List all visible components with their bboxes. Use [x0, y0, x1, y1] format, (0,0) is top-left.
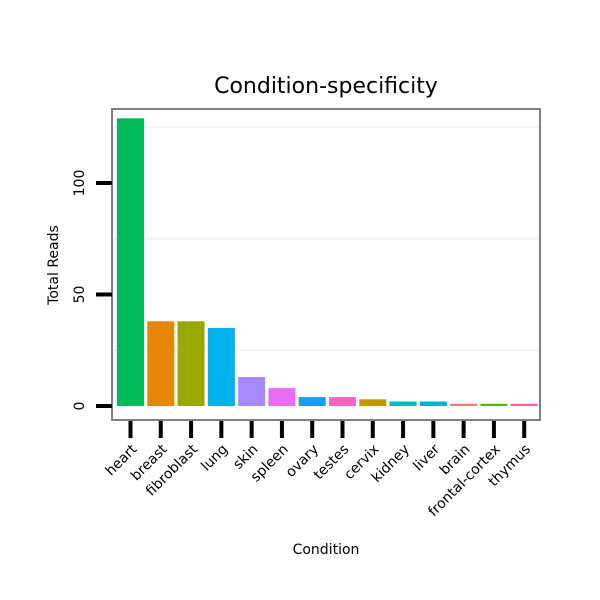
plot-panel [111, 108, 541, 421]
bar-fibroblast [177, 321, 205, 406]
bar-kidney [389, 401, 417, 406]
bar-testes [329, 397, 356, 406]
y-axis: 0 50 100 [72, 170, 112, 411]
bar-thymus [510, 403, 538, 406]
y-tick-label-0: 0 [72, 402, 88, 411]
bar-ovary [298, 397, 326, 406]
bar-skin [238, 377, 266, 406]
bar-liver [419, 401, 447, 406]
bar-breast [147, 321, 175, 406]
bar-brain [450, 403, 478, 406]
bar-lung [207, 327, 235, 406]
bar-cervix [359, 399, 387, 406]
y-axis-label: Total Reads [46, 225, 62, 306]
bar-heart [117, 118, 144, 406]
x-tick-label-lung: lung [198, 442, 231, 475]
bar-spleen [268, 388, 296, 406]
bar-frontal-cortex [480, 403, 508, 406]
chart-title: Condition-specificity [214, 74, 438, 99]
y-tick-label-100: 100 [72, 170, 88, 197]
bars [117, 118, 538, 406]
x-axis-label: Condition [293, 542, 360, 558]
y-tick-label-50: 50 [72, 286, 88, 304]
